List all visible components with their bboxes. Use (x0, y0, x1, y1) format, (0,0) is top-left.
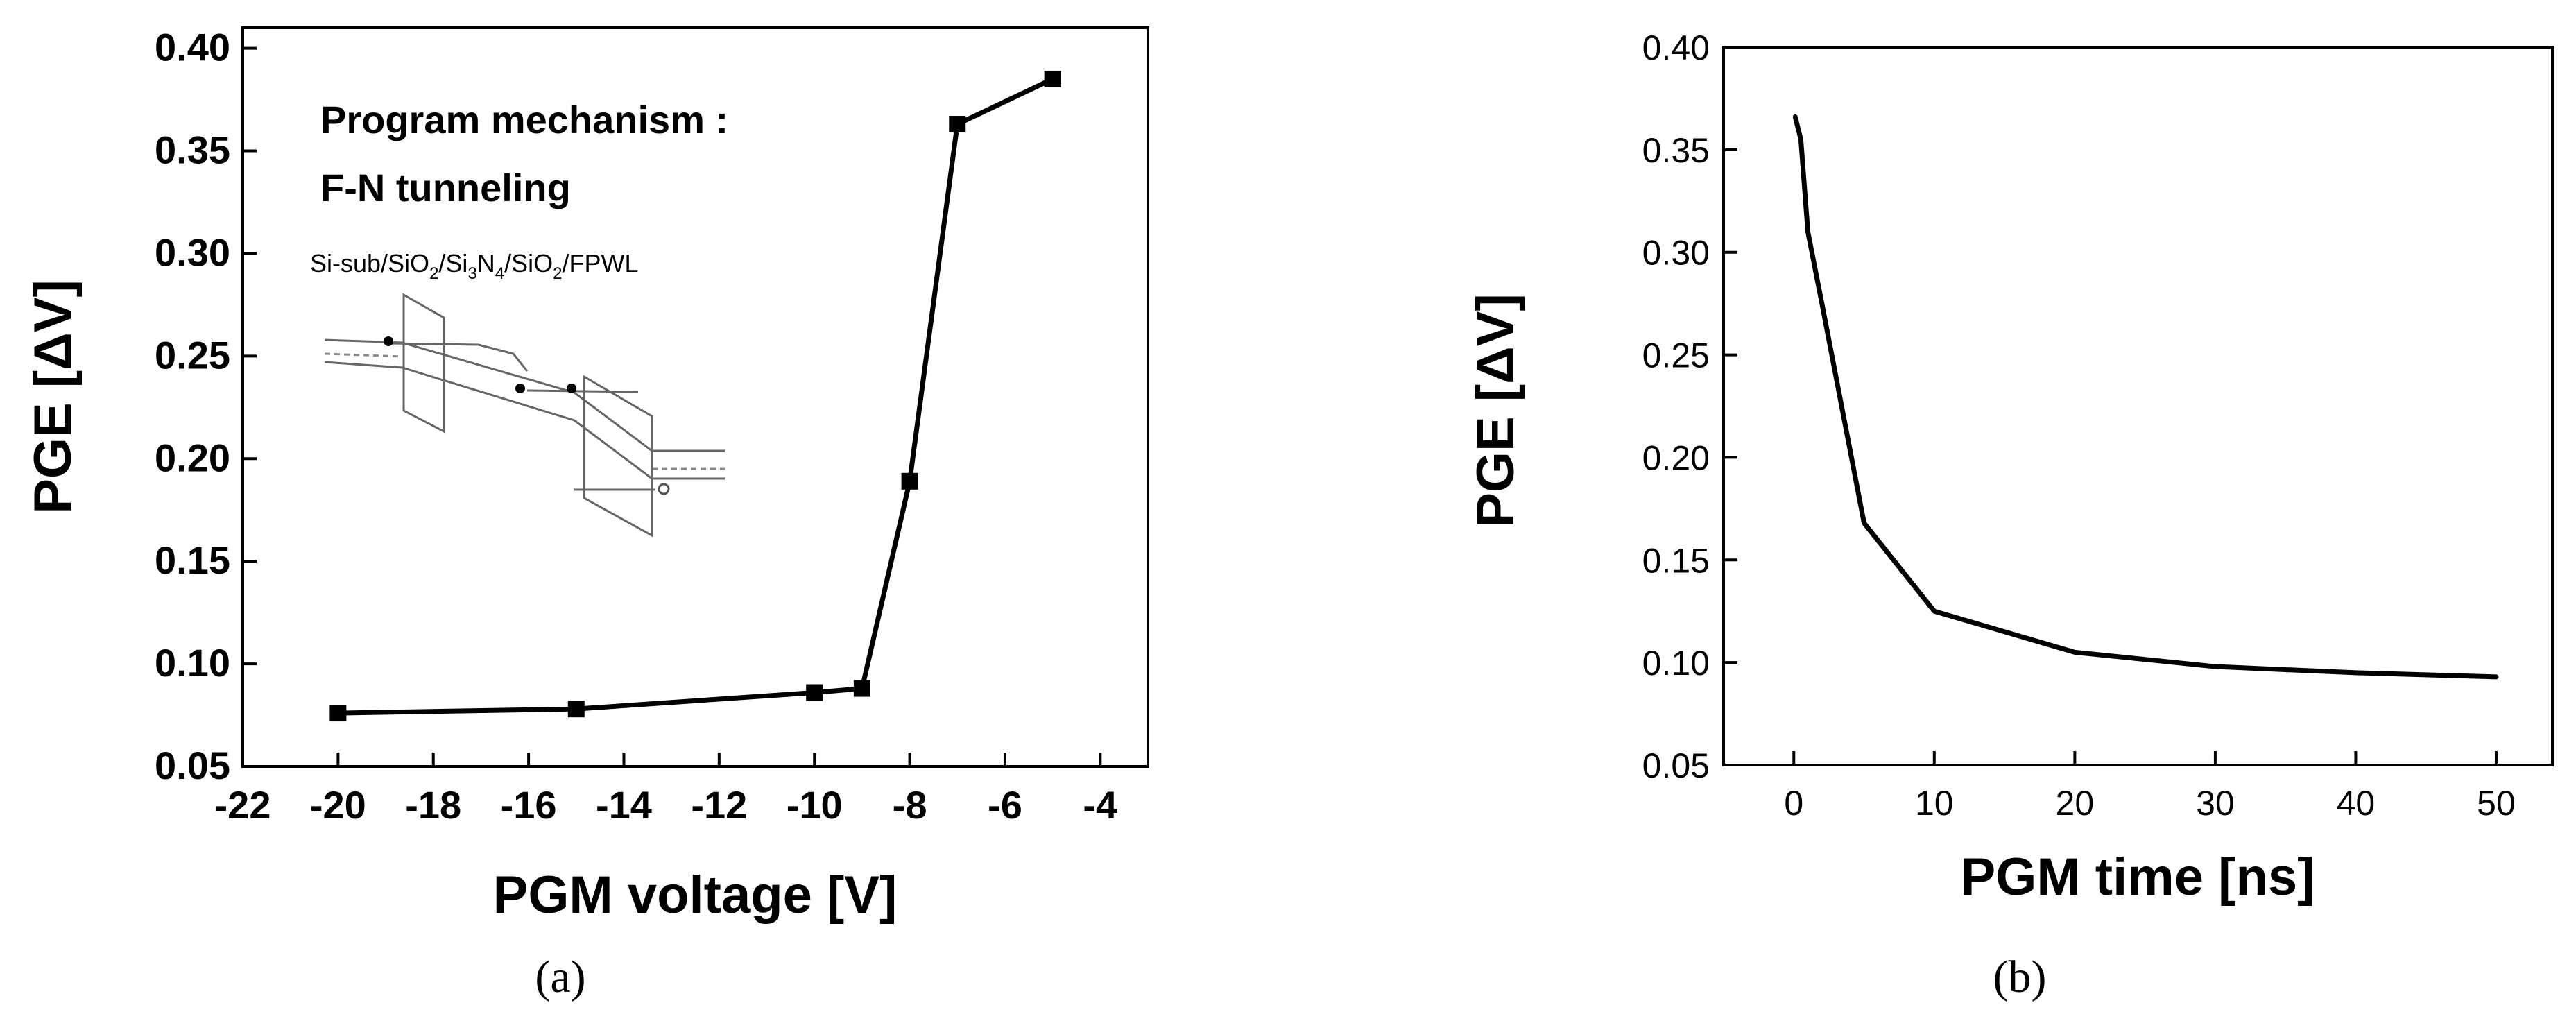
data-point (806, 684, 823, 701)
band-edge-lower (324, 361, 725, 480)
hole-dot (658, 483, 670, 495)
panel-a: -22 -20 -18 -16 -14 -12 -10 -8 -6 -4 0.05 0.10 0.15 0… (24, 26, 1149, 1002)
y-tick-label: 0.10 (155, 641, 230, 685)
band-diagram-inset (324, 293, 725, 538)
annotation-line-1: Program mechanism : (320, 98, 728, 141)
x-tick-label: 0 (1784, 784, 1803, 823)
panel-caption-a: (a) (535, 952, 585, 1002)
plot-frame-a (241, 26, 1149, 768)
y-tick-label: 0.15 (1642, 541, 1710, 580)
inset-label-sub: 2 (429, 264, 438, 283)
inset-label-sub: 2 (553, 264, 562, 283)
x-tick-label: -6 (988, 783, 1022, 827)
electron-path (388, 342, 639, 393)
x-tick-label: -12 (691, 783, 747, 827)
ticks-a: -22 -20 -18 -16 -14 -12 -10 -8 -6 -4 0.05 0.10 0.15 0… (155, 26, 1117, 827)
y-tick-label: 0.20 (155, 436, 230, 479)
y-tick-label: 0.40 (1642, 28, 1710, 67)
x-axis-title-a: PGM voltage [V] (493, 866, 898, 925)
y-tick-label: 0.05 (155, 744, 230, 787)
inset-label-part: /SiO (504, 249, 553, 277)
data-point (1044, 70, 1061, 87)
data-point (329, 705, 347, 722)
y-tick-label: 0.35 (155, 128, 230, 172)
panel-b: 0 10 20 30 40 50 0.05 0.10 0.15 0.20 0.25 0.30 0.35 0… (1466, 28, 2554, 1002)
x-tick-label: 10 (1915, 784, 1954, 823)
plot-frame-b (1722, 46, 2554, 766)
y-tick-label: 0.35 (1642, 131, 1710, 170)
x-tick-label: -22 (215, 783, 271, 827)
x-tick-label: -10 (787, 783, 843, 827)
inset-stack-label: Si-sub/SiO2/Si3N4/SiO2/FPWL (310, 249, 639, 283)
y-tick-label: 0.15 (155, 538, 230, 582)
ticks-b: 0 10 20 30 40 50 0.05 0.10 0.15 0.20 0.25 0.30 0.35 0… (1642, 28, 2516, 823)
marks-a (329, 70, 1061, 722)
electron-dot (567, 384, 576, 393)
x-tick-label: -18 (405, 783, 461, 827)
y-tick-label: 0.40 (155, 26, 230, 69)
data-point (853, 680, 870, 697)
marks-b (1792, 114, 2499, 680)
y-axis-title-a: PGE [ΔV] (24, 280, 83, 514)
band-fermi-level (324, 352, 725, 470)
data-point (901, 472, 918, 490)
x-tick-label: 40 (2337, 784, 2376, 823)
series-line (1792, 114, 2499, 680)
tunnel-oxide-barrier (402, 293, 445, 434)
x-tick-label: -8 (893, 783, 927, 827)
electron-dot (515, 384, 525, 393)
y-tick-label: 0.30 (1642, 234, 1710, 273)
y-tick-label: 0.20 (1642, 438, 1710, 477)
annotation-line-2: F-N tunneling (320, 166, 571, 209)
electron-dot (384, 336, 393, 346)
inset-label-part: Si-sub/SiO (310, 249, 429, 277)
y-tick-label: 0.25 (155, 333, 230, 377)
y-axis-title-b: PGE [ΔV] (1466, 293, 1525, 528)
y-tick-label: 0.10 (1642, 644, 1710, 683)
x-axis-title-b: PGM time [ns] (1961, 848, 2315, 907)
x-tick-label: 20 (2056, 784, 2095, 823)
data-point (567, 701, 585, 718)
inset-label-sub: 4 (495, 264, 504, 283)
x-tick-label: -20 (310, 783, 366, 827)
inset-label-part: /Si (438, 249, 467, 277)
x-tick-label: 50 (2477, 784, 2516, 823)
data-point (949, 116, 966, 133)
inset-label-sub: 3 (467, 264, 476, 283)
y-tick-label: 0.30 (155, 230, 230, 274)
x-tick-label: -4 (1083, 783, 1117, 827)
blocking-oxide-barrier (583, 375, 653, 538)
inset-label-part: N (477, 249, 495, 277)
panel-caption-b: (b) (1993, 952, 2047, 1002)
y-tick-label: 0.25 (1642, 336, 1710, 375)
inset-label-part: /FPWL (563, 249, 639, 277)
x-tick-label: -16 (501, 783, 557, 827)
band-edge-upper (324, 338, 725, 452)
y-tick-label: 0.05 (1642, 746, 1710, 785)
x-tick-label: 30 (2196, 784, 2235, 823)
x-tick-label: -14 (596, 783, 652, 827)
